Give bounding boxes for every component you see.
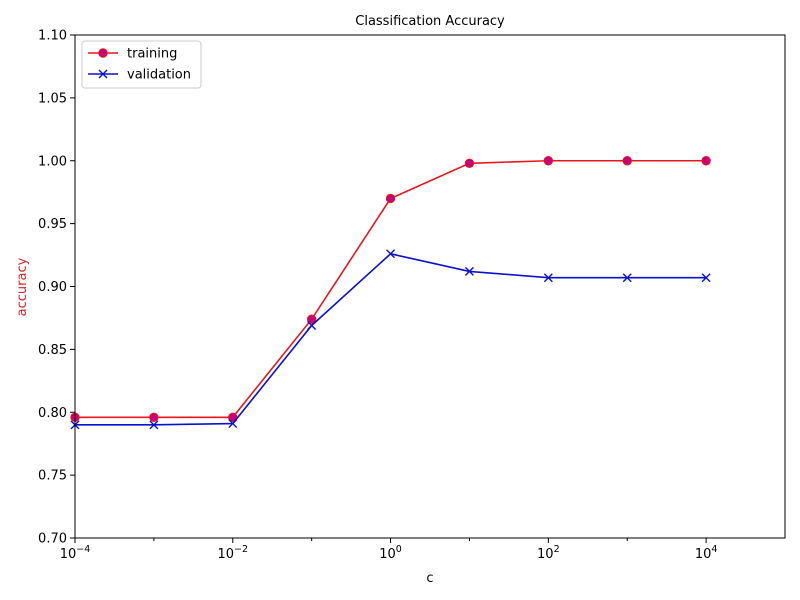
y-tick-label-6: 1.00 xyxy=(38,154,67,169)
training-point-3 xyxy=(306,314,317,324)
validation-point-7 xyxy=(622,273,632,283)
x-tick-label-1: 10−2 xyxy=(217,544,248,562)
legend-marker-training xyxy=(98,48,108,58)
chart-title: Classification Accuracy xyxy=(355,14,505,29)
plot-area: 0.70 0.75 0.80 0.85 0.90 0.95 1.00 1.05 1.10 10−4… xyxy=(38,29,786,562)
training-point-1 xyxy=(149,412,159,422)
y-tick-label-8: 1.10 xyxy=(38,29,67,44)
y-tick-label-4: 0.90 xyxy=(38,280,67,295)
legend-marker-validation-b xyxy=(98,69,108,79)
validation-point-6 xyxy=(543,273,553,283)
training-point-4 xyxy=(385,193,396,204)
y-axis-label: accuracy xyxy=(15,257,30,316)
validation-point-5 xyxy=(464,266,474,276)
y-tick-label-1: 0.75 xyxy=(38,469,67,484)
legend: training validation xyxy=(81,40,202,89)
validation-point-8 xyxy=(701,273,711,283)
x-tick-label-0: 10−4 xyxy=(60,544,91,562)
training-point-7 xyxy=(622,156,632,166)
training-point-8 xyxy=(701,156,711,166)
legend-label-validation: validation xyxy=(127,68,191,83)
training-point-5 xyxy=(464,158,475,168)
y-tick-label-0: 0.70 xyxy=(38,532,67,547)
validation-point-2 xyxy=(228,419,238,429)
axes-frame xyxy=(74,34,786,539)
legend-label-training: training xyxy=(127,47,177,62)
validation-point-3 xyxy=(307,320,317,330)
y-tick-label-3: 0.85 xyxy=(38,343,67,358)
x-tick-label-3: 102 xyxy=(537,544,560,562)
training-point-6 xyxy=(543,156,554,166)
y-tick-label-7: 1.05 xyxy=(38,91,67,106)
x-axis-label: c xyxy=(426,571,433,586)
validation-point-4 xyxy=(386,249,396,259)
y-tick-label-2: 0.80 xyxy=(38,406,67,421)
validation-point-1 xyxy=(149,420,159,430)
y-tick-label-5: 0.95 xyxy=(38,217,67,232)
x-tick-label-4: 104 xyxy=(695,544,718,562)
x-tick-label-2: 100 xyxy=(379,544,402,562)
